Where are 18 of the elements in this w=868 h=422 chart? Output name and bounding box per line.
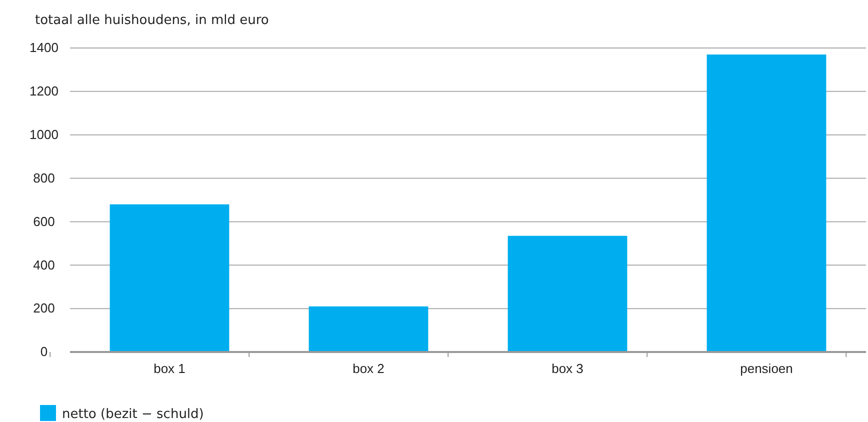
x-tick-label: box 3	[552, 361, 584, 376]
x-tick-label: pensioen	[740, 361, 793, 376]
bar	[110, 204, 230, 352]
y-tick-label: 200	[33, 300, 55, 316]
y-tick-label: 400	[33, 257, 55, 272]
y-tick-label: 1400	[30, 40, 58, 56]
y-tick-label: 600	[33, 214, 55, 229]
bar	[706, 54, 826, 352]
y-axis-title: totaal alle huishoudens, in mld euro	[35, 13, 269, 28]
y-tick-label: 1200	[30, 84, 58, 99]
x-tick-label: box 2	[352, 361, 384, 376]
y-tick-label: 800	[33, 170, 55, 186]
bar	[308, 306, 428, 352]
y-tick-label: 0	[40, 344, 48, 360]
x-tick-label: box 1	[154, 361, 186, 376]
bar	[508, 236, 628, 352]
legend-label: netto (bezit − schuld)	[62, 407, 204, 422]
y-tick-label: 1000	[30, 127, 58, 142]
